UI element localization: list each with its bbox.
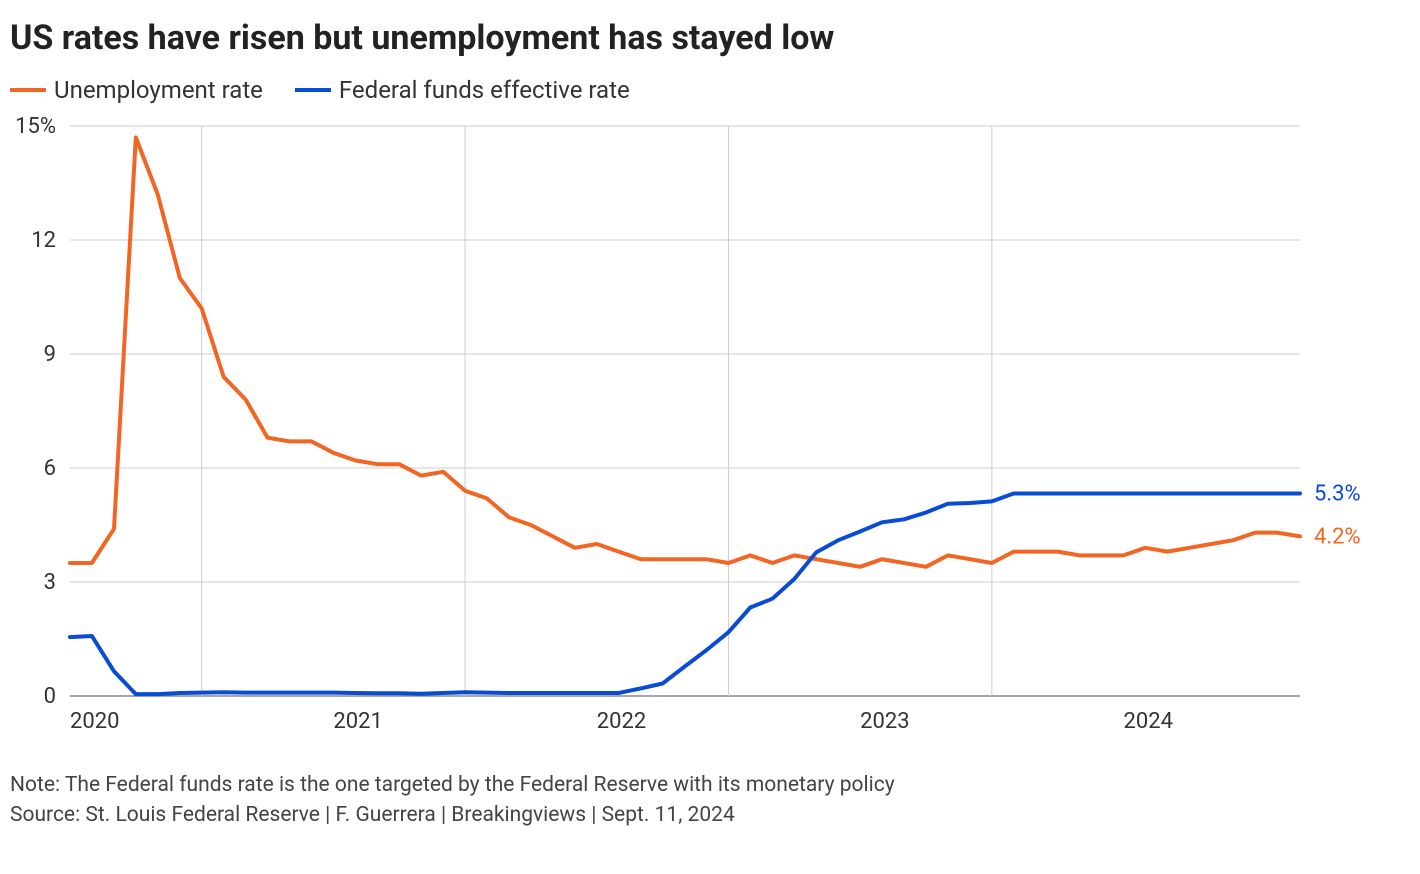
- legend-label-fedfunds: Federal funds effective rate: [339, 76, 630, 104]
- svg-text:2020: 2020: [70, 709, 119, 734]
- legend-swatch-fedfunds: [295, 88, 331, 92]
- svg-text:2022: 2022: [597, 709, 646, 734]
- legend-item-unemployment: Unemployment rate: [10, 76, 263, 104]
- svg-text:15%: 15%: [15, 116, 56, 139]
- line-chart: 0 3 6 9 12 15% 2020 2021 2022 2023 2024 5.3% 4.2%: [10, 116, 1390, 756]
- legend-label-unemployment: Unemployment rate: [54, 76, 263, 104]
- svg-text:9: 9: [44, 342, 56, 367]
- chart-area: 0 3 6 9 12 15% 2020 2021 2022 2023 2024 5.3% 4.2%: [10, 116, 1410, 756]
- svg-text:0: 0: [44, 684, 56, 709]
- svg-text:2024: 2024: [1124, 709, 1173, 734]
- svg-text:3: 3: [44, 570, 56, 595]
- legend: Unemployment rate Federal funds effectiv…: [10, 76, 1410, 104]
- svg-text:12: 12: [31, 228, 56, 253]
- svg-text:6: 6: [44, 456, 56, 481]
- legend-item-fedfunds: Federal funds effective rate: [295, 76, 630, 104]
- note-text: Note: The Federal funds rate is the one …: [10, 770, 1410, 800]
- svg-text:2023: 2023: [860, 709, 909, 734]
- svg-text:2021: 2021: [333, 709, 382, 734]
- source-text: Source: St. Louis Federal Reserve | F. G…: [10, 800, 1410, 830]
- svg-text:4.2%: 4.2%: [1314, 524, 1361, 549]
- chart-title: US rates have risen but unemployment has…: [10, 18, 1410, 58]
- legend-swatch-unemployment: [10, 88, 46, 92]
- chart-footnote: Note: The Federal funds rate is the one …: [10, 770, 1410, 831]
- svg-text:5.3%: 5.3%: [1314, 481, 1361, 506]
